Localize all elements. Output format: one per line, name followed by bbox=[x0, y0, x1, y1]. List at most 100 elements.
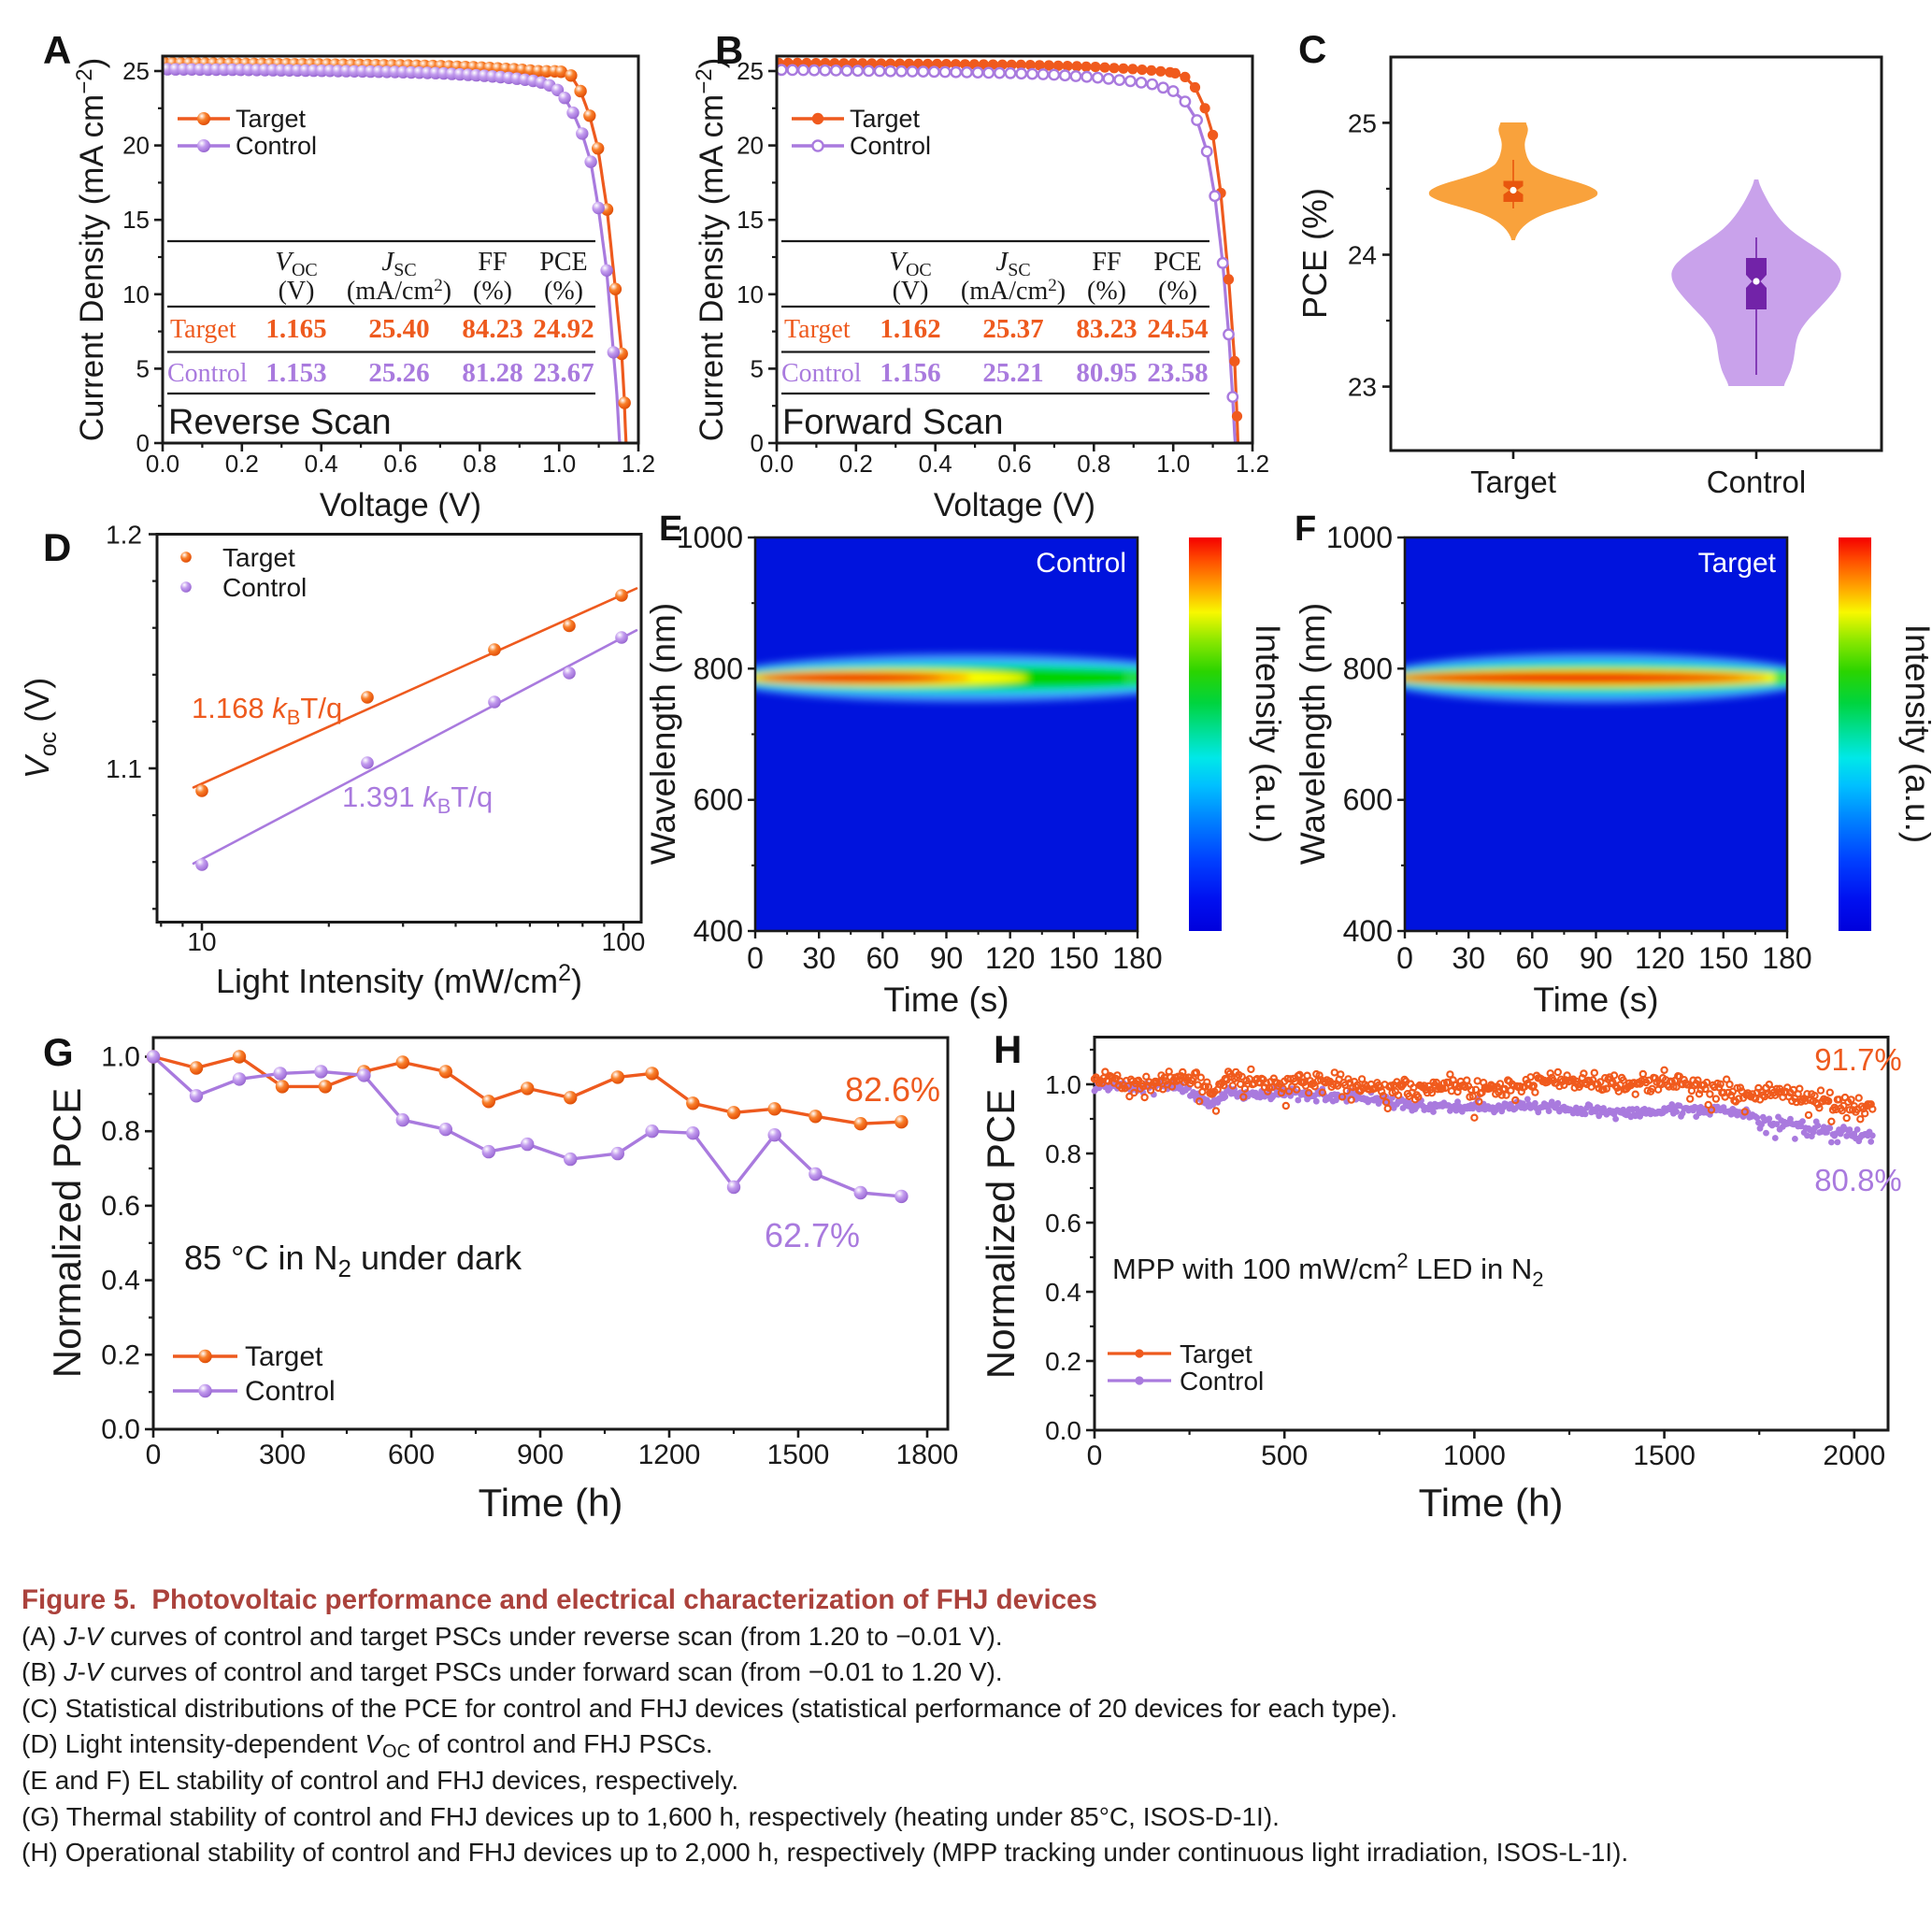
svg-text:H: H bbox=[994, 1027, 1022, 1071]
svg-text:0.4: 0.4 bbox=[305, 450, 338, 478]
svg-text:90: 90 bbox=[1580, 941, 1613, 975]
svg-text:0: 0 bbox=[747, 941, 764, 975]
svg-text:Target: Target bbox=[245, 1341, 323, 1372]
svg-text:80.95: 80.95 bbox=[1076, 358, 1137, 388]
svg-text:FF: FF bbox=[478, 248, 507, 277]
svg-text:MPP with 100 mW/cm2 LED in N2: MPP with 100 mW/cm2 LED in N2 bbox=[1112, 1249, 1544, 1291]
svg-text:0.8: 0.8 bbox=[1045, 1139, 1081, 1168]
svg-text:300: 300 bbox=[259, 1439, 306, 1470]
svg-text:Wavelength (nm): Wavelength (nm) bbox=[644, 603, 682, 865]
svg-text:VOC: VOC bbox=[275, 247, 318, 280]
svg-text:(mA/cm2): (mA/cm2) bbox=[347, 276, 451, 306]
svg-text:A: A bbox=[43, 28, 71, 72]
svg-text:Control: Control bbox=[1180, 1367, 1264, 1396]
svg-text:15: 15 bbox=[737, 206, 764, 234]
svg-text:Target: Target bbox=[1698, 548, 1777, 579]
svg-text:23.58: 23.58 bbox=[1147, 358, 1208, 388]
svg-text:900: 900 bbox=[517, 1439, 564, 1470]
svg-text:VOC: VOC bbox=[889, 247, 932, 280]
svg-text:400: 400 bbox=[1343, 914, 1393, 948]
svg-text:24.92: 24.92 bbox=[533, 314, 594, 344]
svg-text:G: G bbox=[43, 1030, 74, 1074]
svg-text:Control: Control bbox=[1707, 465, 1806, 499]
svg-text:D: D bbox=[43, 525, 71, 569]
svg-text:Time (h): Time (h) bbox=[479, 1481, 623, 1525]
svg-text:0.0: 0.0 bbox=[760, 450, 794, 478]
svg-text:1000: 1000 bbox=[1326, 521, 1393, 554]
svg-text:PCE (%): PCE (%) bbox=[1295, 188, 1334, 319]
svg-text:1.0: 1.0 bbox=[101, 1042, 140, 1073]
svg-text:800: 800 bbox=[1343, 652, 1393, 685]
svg-text:PCE: PCE bbox=[1153, 248, 1201, 277]
svg-text:0.8: 0.8 bbox=[101, 1116, 140, 1147]
svg-text:30: 30 bbox=[1452, 941, 1485, 975]
svg-text:Target: Target bbox=[1180, 1339, 1252, 1368]
svg-text:1000: 1000 bbox=[677, 521, 743, 554]
svg-text:600: 600 bbox=[1343, 783, 1393, 817]
svg-text:Voc (V): Voc (V) bbox=[18, 678, 62, 779]
svg-text:Intensity (a.u.): Intensity (a.u.) bbox=[1249, 624, 1287, 843]
svg-text:120: 120 bbox=[1635, 941, 1684, 975]
svg-text:5: 5 bbox=[751, 354, 764, 382]
svg-text:25.40: 25.40 bbox=[368, 314, 429, 344]
svg-text:180: 180 bbox=[1762, 941, 1811, 975]
svg-text:0.6: 0.6 bbox=[383, 450, 417, 478]
svg-text:(%): (%) bbox=[1087, 277, 1126, 306]
svg-text:81.28: 81.28 bbox=[462, 358, 522, 388]
svg-text:FF: FF bbox=[1092, 248, 1121, 277]
svg-text:0.2: 0.2 bbox=[101, 1339, 140, 1370]
svg-text:25.21: 25.21 bbox=[982, 358, 1043, 388]
svg-text:80.8%: 80.8% bbox=[1814, 1163, 1902, 1197]
svg-text:Reverse Scan: Reverse Scan bbox=[168, 403, 392, 442]
svg-text:Target: Target bbox=[170, 315, 236, 344]
svg-text:1500: 1500 bbox=[767, 1439, 830, 1470]
svg-text:0.4: 0.4 bbox=[1045, 1278, 1081, 1307]
svg-text:JSC: JSC bbox=[381, 247, 416, 280]
svg-text:(%): (%) bbox=[473, 277, 512, 306]
svg-text:1.0: 1.0 bbox=[1045, 1070, 1081, 1099]
svg-text:Wavelength (nm): Wavelength (nm) bbox=[1294, 603, 1332, 865]
svg-text:82.6%: 82.6% bbox=[845, 1070, 940, 1109]
svg-text:1.2: 1.2 bbox=[1236, 450, 1269, 478]
svg-text:E: E bbox=[659, 509, 682, 549]
svg-text:0.6: 0.6 bbox=[101, 1191, 140, 1222]
svg-text:0.6: 0.6 bbox=[1045, 1209, 1081, 1238]
svg-text:500: 500 bbox=[1261, 1440, 1308, 1471]
svg-text:10: 10 bbox=[122, 280, 150, 308]
svg-text:Intensity (a.u.): Intensity (a.u.) bbox=[1898, 624, 1932, 843]
svg-text:0.6: 0.6 bbox=[997, 450, 1031, 478]
svg-text:83.23: 83.23 bbox=[1076, 314, 1137, 344]
svg-text:Control: Control bbox=[245, 1376, 336, 1407]
svg-text:0.2: 0.2 bbox=[839, 450, 873, 478]
svg-text:JSC: JSC bbox=[995, 247, 1030, 280]
svg-text:15: 15 bbox=[122, 206, 150, 234]
svg-text:120: 120 bbox=[985, 941, 1035, 975]
svg-text:Normalized PCE: Normalized PCE bbox=[979, 1089, 1023, 1379]
svg-text:85 °C in N2 under dark: 85 °C in N2 under dark bbox=[184, 1239, 522, 1282]
svg-text:84.23: 84.23 bbox=[462, 314, 522, 344]
svg-text:400: 400 bbox=[694, 914, 743, 948]
svg-text:(%): (%) bbox=[544, 277, 583, 306]
svg-text:24.54: 24.54 bbox=[1147, 314, 1208, 344]
svg-text:Time (s): Time (s) bbox=[883, 981, 1009, 1019]
svg-text:Target: Target bbox=[236, 105, 307, 133]
svg-text:20: 20 bbox=[122, 132, 150, 160]
svg-text:0.4: 0.4 bbox=[919, 450, 952, 478]
svg-text:Voltage (V): Voltage (V) bbox=[934, 487, 1095, 523]
svg-text:Target: Target bbox=[784, 315, 851, 344]
svg-text:600: 600 bbox=[694, 783, 743, 817]
svg-text:Voltage (V): Voltage (V) bbox=[320, 487, 481, 523]
svg-text:25.37: 25.37 bbox=[982, 314, 1043, 344]
svg-text:Target: Target bbox=[1470, 465, 1556, 499]
svg-text:60: 60 bbox=[866, 941, 900, 975]
svg-text:(mA/cm2): (mA/cm2) bbox=[961, 276, 1066, 306]
svg-text:23: 23 bbox=[1348, 373, 1377, 402]
svg-text:PCE: PCE bbox=[539, 248, 587, 277]
svg-text:1.165: 1.165 bbox=[265, 314, 326, 344]
svg-text:1500: 1500 bbox=[1633, 1440, 1696, 1471]
svg-text:10: 10 bbox=[187, 927, 216, 956]
svg-text:91.7%: 91.7% bbox=[1814, 1042, 1902, 1077]
svg-text:150: 150 bbox=[1698, 941, 1748, 975]
svg-text:1.0: 1.0 bbox=[1156, 450, 1190, 478]
svg-text:0.4: 0.4 bbox=[101, 1266, 140, 1296]
